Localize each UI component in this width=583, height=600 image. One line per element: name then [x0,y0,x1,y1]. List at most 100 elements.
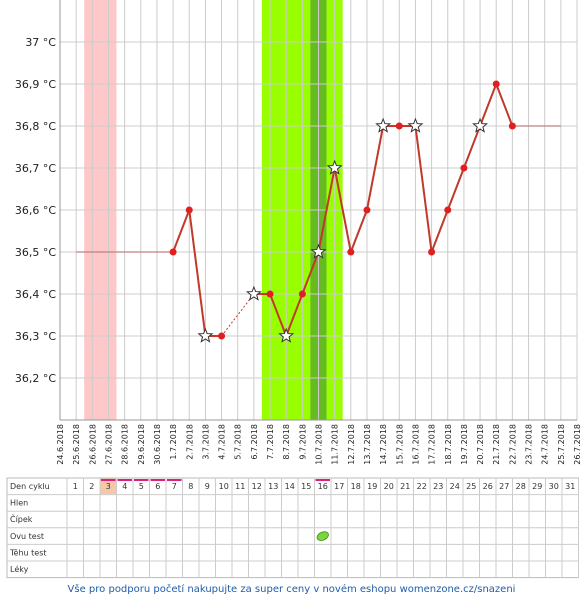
y-axis-ticks: 37 °C 36,9 °C 36,8 °C 36,7 °C 36,6 °C 36,5 °C… [15,36,56,385]
chart-grid [59,0,578,421]
day-number: 25 [466,482,476,491]
data-point-star [375,117,392,133]
y-tick-label: 36,9 °C [15,78,56,91]
day-number: 2 [89,482,94,491]
period-marker [315,479,330,481]
day-number: 19 [367,482,377,491]
row-label: Léky [10,564,29,574]
day-number: 10 [219,482,229,491]
day-number: 14 [285,482,295,491]
x-tick-label: 25.6.2018 [72,424,81,465]
data-point [363,206,371,214]
x-tick-label: 27.6.2018 [104,424,113,465]
day-number: 22 [417,482,427,491]
series-segment [349,209,368,253]
period-marker [150,479,165,481]
day-number: 4 [122,482,127,491]
x-tick-label: 16.7.2018 [411,424,420,465]
day-number: 18 [351,482,361,491]
data-point [395,122,403,130]
data-point [218,332,226,340]
data-point-star [326,159,343,175]
x-tick-label: 29.6.2018 [137,424,146,465]
series-segment [285,293,304,337]
y-tick-label: 36,2 °C [15,372,56,385]
x-tick-label: 10.7.2018 [315,424,324,465]
x-tick-label: 30.6.2018 [153,424,162,465]
x-tick-label: 12.7.2018 [347,424,356,465]
day-number: 1 [73,482,78,491]
cycle-chart: 37 °C 36,9 °C 36,8 °C 36,7 °C 36,6 °C 36,5 °C… [6,0,582,579]
data-point-star [278,327,295,343]
series-segment [365,125,385,211]
data-point [169,248,177,256]
day-number: 15 [301,482,311,491]
x-tick-label: 18.7.2018 [444,424,453,465]
day-number: 11 [235,482,245,491]
x-tick-label: 24.6.2018 [56,424,65,465]
data-point [428,248,436,256]
x-tick-label: 26.6.2018 [88,424,97,465]
highlighted-day-cell [100,478,116,495]
day-number: 27 [499,482,509,491]
y-tick-label: 36,7 °C [15,162,56,175]
data-point [266,290,274,298]
y-tick-label: 36,4 °C [15,288,56,301]
x-tick-label: 26.7.2018 [573,424,582,465]
reference-lines [76,125,561,253]
y-tick-label: 36,6 °C [15,204,56,217]
day-number: 20 [384,482,394,491]
y-tick-label: 36,5 °C [15,246,56,259]
day-number: 31 [565,482,575,491]
series-segment [188,209,207,337]
data-point-star [245,285,262,301]
series-segment [172,209,191,253]
data-point [508,122,516,130]
green-leaf-icon [316,531,329,541]
data-point-star [310,243,327,259]
day-number: 26 [483,482,493,491]
period-marker [167,479,182,481]
data-point-star [197,327,214,343]
series-segment [479,83,498,127]
x-tick-label: 21.7.2018 [492,424,501,465]
x-tick-label: 22.7.2018 [508,424,517,465]
x-tick-label: 5.7.2018 [234,424,243,460]
day-number: 24 [450,482,460,491]
x-tick-label: 7.7.2018 [266,424,275,460]
period-marker [134,479,149,481]
day-number: 30 [549,482,559,491]
row-label: Hlen [10,499,28,508]
x-tick-label: 24.7.2018 [541,424,550,465]
row-label: Těhu test [9,548,47,557]
day-number: 3 [106,482,111,491]
data-point [347,248,355,256]
day-number: 17 [334,482,344,491]
series-segment [269,293,288,337]
data-point [492,80,500,88]
y-tick-label: 37 °C [25,36,56,49]
series-segment [317,167,336,253]
day-number: 12 [252,482,262,491]
series-segment [446,167,465,211]
y-tick-label: 36,3 °C [15,330,56,343]
data-point [185,206,193,214]
series-segment [221,293,255,337]
promo-link[interactable]: Vše pro podporu početí nakupujte za supe… [67,584,516,595]
row-label: Ovu test [10,532,44,541]
day-number: 28 [516,482,526,491]
temperature-markers [169,80,516,343]
x-tick-label: 6.7.2018 [250,424,259,460]
x-tick-label: 14.7.2018 [379,424,388,465]
x-tick-label: 8.7.2018 [282,424,291,460]
y-tick-label: 36,8 °C [15,120,56,133]
x-tick-label: 2.7.2018 [185,424,194,460]
day-number: 21 [400,482,410,491]
day-number: 16 [318,482,328,491]
x-tick-label: 25.7.2018 [557,424,566,465]
temperature-series [172,83,514,337]
data-point-star [407,117,424,133]
day-number: 9 [205,482,210,491]
x-tick-label: 3.7.2018 [201,424,210,460]
x-tick-label: 9.7.2018 [298,424,307,460]
